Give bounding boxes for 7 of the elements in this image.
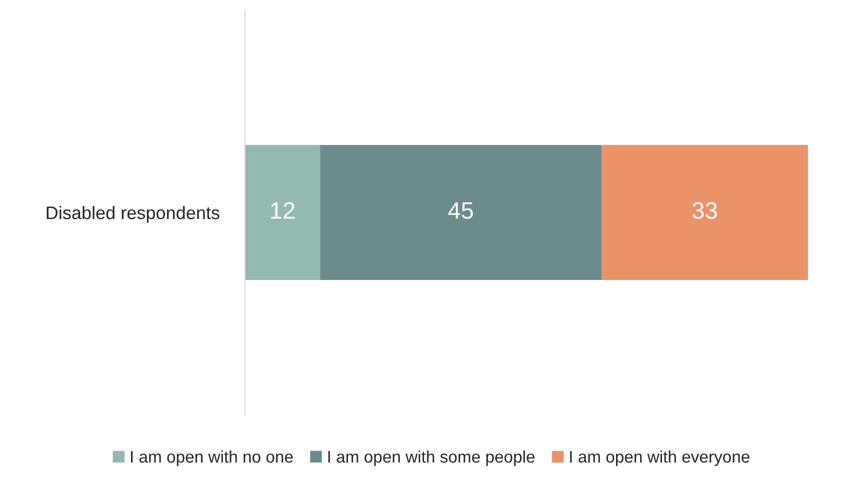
data-label: 45	[448, 202, 473, 219]
legend-label: I am open with no one	[131, 450, 293, 466]
y-tick-label: Disabled respondents	[46, 206, 220, 223]
data-label: 33	[692, 202, 717, 219]
legend-label: I am open with some people	[328, 450, 535, 466]
legend-label: I am open with everyone	[570, 450, 750, 466]
data-label: 12	[271, 202, 294, 219]
